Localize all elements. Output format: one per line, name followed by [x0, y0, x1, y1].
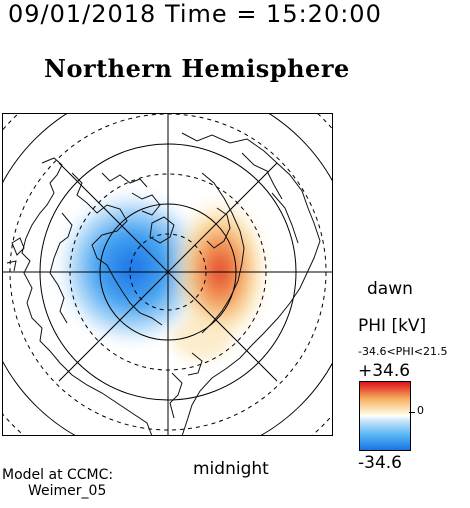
polar-map — [2, 113, 333, 436]
midnight-label: midnight — [193, 459, 269, 479]
positive-potential-cell — [170, 195, 270, 347]
coastlines — [6, 132, 321, 436]
colorbar-min-label: -34.6 — [358, 453, 402, 473]
model-line-2: Weimer_05 — [28, 483, 107, 499]
colorbar-zero-tick — [409, 412, 415, 413]
colorbar-zero-label: 0 — [417, 404, 424, 417]
dawn-label: dawn — [367, 279, 413, 299]
plot-title: Northern Hemisphere — [44, 54, 350, 83]
potential-pattern — [52, 186, 270, 360]
polar-map-svg — [2, 113, 333, 436]
model-attribution: Model at CCMC: Weimer_05 — [2, 467, 113, 499]
colorbar-title: PHI [kV] — [358, 316, 427, 336]
date-time-header: 09/01/2018 Time = 15:20:00 — [8, 0, 382, 28]
colorbar-max-label: +34.6 — [358, 361, 411, 381]
meridian-lines — [2, 113, 333, 436]
negative-potential-cell — [52, 186, 212, 350]
map-frame — [2, 113, 333, 436]
colorbar — [359, 381, 411, 451]
model-line-1: Model at CCMC: — [2, 467, 114, 483]
colorbar-range-text: -34.6<PHI<21.5 — [358, 345, 448, 358]
